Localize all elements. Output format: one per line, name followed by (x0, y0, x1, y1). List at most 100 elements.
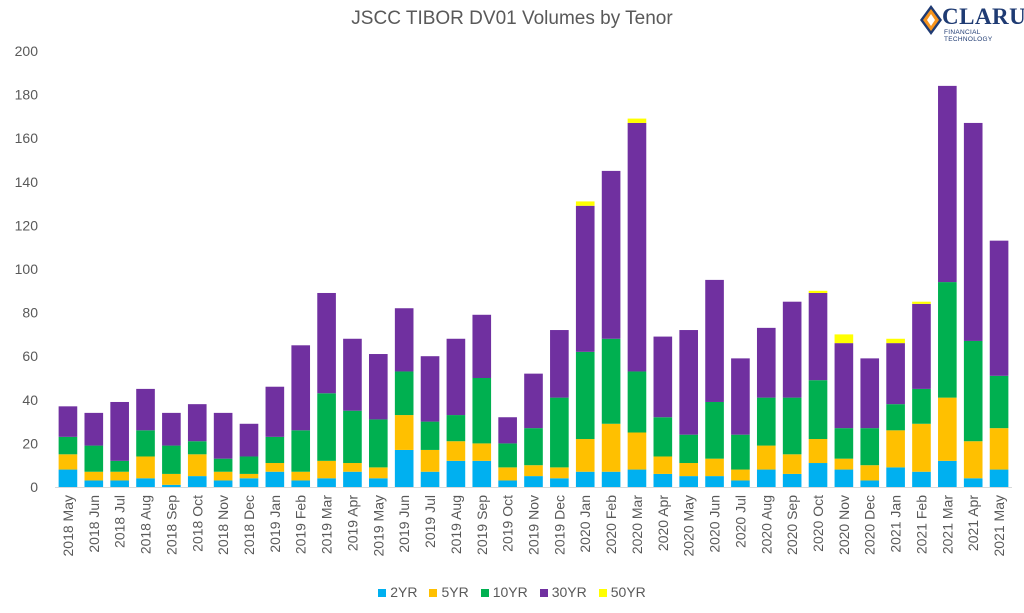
y-tick-label: 20 (22, 435, 38, 451)
bar-10yr-2019-apr (343, 410, 362, 464)
bar-5yr-2020-may (679, 463, 699, 477)
bar-2yr-2019-feb (291, 480, 311, 487)
bar-10yr-2020-feb (601, 338, 621, 424)
x-tick-label: 2020 Aug (758, 495, 774, 554)
bar-10yr-2021-mar (938, 282, 957, 398)
x-tick-label: 2021 Feb (913, 495, 929, 554)
legend-swatch (480, 589, 489, 598)
bar-5yr-2020-aug (756, 445, 776, 470)
bar-2yr-2019-may (368, 478, 388, 487)
x-tick-label: 2018 Nov (215, 495, 231, 555)
bar-50yr-2020-jan (575, 201, 595, 206)
bar-2yr-2019-apr (343, 471, 362, 487)
bar-50yr-2021-feb (912, 301, 931, 304)
bar-30yr-2018-nov (213, 412, 233, 459)
bar-10yr-2021-feb (912, 388, 931, 424)
bar-10yr-2018-dec (239, 456, 259, 474)
x-tick-label: 2019 Oct (500, 495, 516, 552)
legend-item-30yr: 30YR (539, 584, 587, 600)
bar-2yr-2021-feb (912, 471, 931, 487)
x-tick-label: 2020 Sep (784, 495, 800, 555)
x-tick-label: 2020 Jun (707, 495, 723, 553)
bar-2yr-2019-mar (317, 478, 336, 487)
bar-5yr-2020-nov (834, 458, 854, 470)
bar-2yr-2020-sep (782, 473, 802, 487)
bar-5yr-2019-may (368, 467, 388, 479)
bar-30yr-2018-may (58, 406, 78, 437)
bar-10yr-2019-nov (524, 428, 543, 466)
x-tick-label: 2018 Jul (112, 495, 128, 548)
legend-swatch (598, 589, 607, 598)
bar-30yr-2018-dec (239, 423, 259, 457)
bar-2yr-2021-apr (963, 478, 983, 487)
bar-30yr-2020-apr (653, 336, 673, 418)
x-tick-label: 2018 Dec (241, 495, 257, 555)
bar-2yr-2019-oct (498, 480, 517, 487)
x-tick-label: 2018 Oct (189, 495, 205, 552)
x-tick-label: 2018 May (60, 495, 76, 556)
y-tick-label: 60 (22, 348, 38, 364)
bar-10yr-2021-jan (886, 404, 905, 431)
bar-5yr-2020-mar (627, 432, 647, 470)
bar-30yr-2018-jul (110, 401, 129, 461)
bar-10yr-2020-apr (653, 417, 673, 457)
bar-30yr-2020-mar (627, 122, 647, 372)
y-tick-label: 140 (15, 174, 39, 190)
chart-title: JSCC TIBOR DV01 Volumes by Tenor (351, 8, 673, 29)
bar-2yr-2019-aug (446, 460, 466, 487)
bar-10yr-2019-feb (291, 430, 311, 472)
bar-2yr-2019-jul (420, 471, 440, 487)
bar-2yr-2018-aug (136, 478, 155, 487)
bar-5yr-2020-sep (782, 454, 802, 474)
bar-30yr-2019-may (368, 354, 388, 420)
bar-2yr-2019-sep (472, 460, 492, 487)
logo-word: CLARUS (942, 4, 1024, 29)
bar-30yr-2021-mar (938, 85, 957, 283)
bar-30yr-2020-aug (756, 327, 776, 398)
bar-5yr-2019-aug (446, 441, 466, 461)
bar-10yr-2018-jul (110, 460, 129, 472)
legend-item-10yr: 10YR (480, 584, 528, 600)
bar-5yr-2021-jan (886, 430, 905, 468)
bar-30yr-2019-apr (343, 338, 362, 411)
x-tick-label: 2019 Apr (344, 495, 360, 551)
bar-5yr-2020-feb (601, 423, 621, 472)
bar-30yr-2020-jun (705, 279, 724, 402)
bar-5yr-2020-apr (653, 456, 673, 474)
bar-10yr-2019-may (368, 419, 388, 468)
bar-10yr-2018-may (58, 436, 78, 455)
bar-5yr-2018-may (58, 454, 78, 470)
bar-10yr-2020-sep (782, 397, 802, 455)
y-tick-label: 0 (30, 479, 38, 495)
bar-10yr-2019-oct (498, 443, 517, 468)
bar-30yr-2020-jan (575, 205, 595, 352)
bar-30yr-2018-sep (162, 412, 181, 446)
bar-10yr-2020-jun (705, 401, 724, 459)
x-tick-label: 2019 Jan (267, 495, 283, 553)
bar-30yr-2020-dec (860, 358, 880, 429)
x-tick-label: 2020 Dec (862, 495, 878, 555)
bar-10yr-2020-jan (575, 351, 595, 440)
bar-2yr-2018-jul (110, 480, 129, 487)
bar-30yr-2020-feb (601, 170, 621, 339)
x-tick-label: 2020 May (681, 495, 697, 556)
bar-5yr-2019-dec (550, 467, 569, 479)
bar-2yr-2020-dec (860, 480, 880, 487)
y-tick-label: 80 (22, 305, 38, 321)
bar-10yr-2020-nov (834, 428, 854, 459)
x-tick-label: 2018 Sep (163, 495, 179, 555)
bar-2yr-2020-apr (653, 473, 673, 487)
x-tick-label: 2019 Dec (551, 495, 567, 555)
bar-10yr-2018-sep (162, 445, 181, 474)
bar-2yr-2020-jan (575, 471, 595, 487)
bar-30yr-2018-jun (84, 412, 104, 446)
bar-2yr-2020-oct (808, 463, 828, 487)
legend-swatch (429, 589, 438, 598)
bar-2yr-2020-aug (756, 469, 776, 487)
bar-5yr-2020-dec (860, 465, 880, 481)
x-tick-label: 2020 Jul (732, 495, 748, 548)
bar-10yr-2018-oct (187, 441, 207, 455)
legend-item-2yr: 2YR (378, 584, 417, 600)
bar-5yr-2020-jun (705, 458, 724, 477)
bar-2yr-2020-jul (731, 480, 750, 487)
